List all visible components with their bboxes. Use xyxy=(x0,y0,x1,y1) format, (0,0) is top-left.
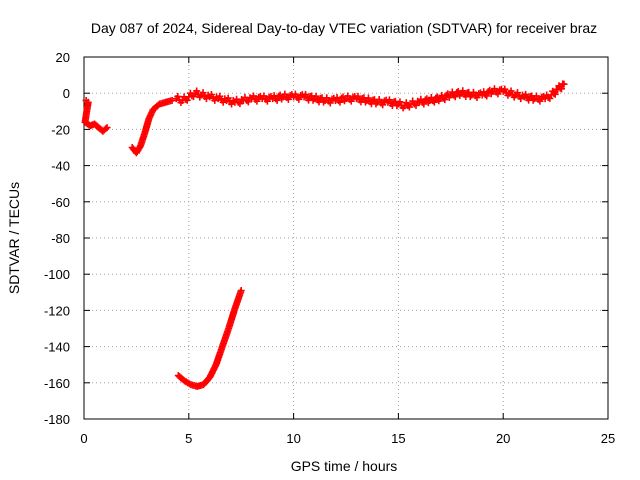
x-axis-label: GPS time / hours xyxy=(291,458,398,474)
axis-ticks: -180 -160 -140 -120 -100 -80 -60 -40 -20 0 20 0 5 10 1… xyxy=(44,50,615,446)
data-point xyxy=(364,94,372,102)
x-tick-label: 20 xyxy=(496,431,510,446)
y-tick-label: -80 xyxy=(51,231,70,246)
data-point xyxy=(312,92,320,100)
y-tick-label: -40 xyxy=(51,159,70,174)
data-point xyxy=(396,98,404,106)
data-point xyxy=(236,100,244,108)
x-tick-label: 15 xyxy=(391,431,405,446)
data-point xyxy=(494,90,502,98)
data-point xyxy=(420,100,428,108)
data-point xyxy=(174,92,182,100)
y-tick-label: -140 xyxy=(44,340,70,355)
data-point xyxy=(326,99,334,107)
data-point xyxy=(244,98,252,106)
data-points xyxy=(81,80,568,390)
y-tick-label: -120 xyxy=(44,303,70,318)
data-point xyxy=(501,85,509,93)
data-point xyxy=(513,89,521,97)
data-point xyxy=(207,90,215,98)
data-point xyxy=(385,96,393,104)
data-point xyxy=(473,94,481,102)
data-point xyxy=(224,94,232,102)
data-point xyxy=(302,90,310,98)
x-tick-label: 5 xyxy=(185,431,192,446)
series-rising-arc xyxy=(128,96,176,157)
data-point xyxy=(336,98,344,106)
data-point xyxy=(273,96,281,104)
x-tick-label: 25 xyxy=(601,431,615,446)
data-point xyxy=(193,87,201,95)
chart-title: Day 087 of 2024, Sidereal Day-to-day VTE… xyxy=(91,20,597,36)
data-point xyxy=(354,92,362,100)
y-tick-label: -60 xyxy=(51,195,70,210)
data-point xyxy=(237,286,245,294)
data-point xyxy=(168,96,176,104)
data-point xyxy=(103,124,111,132)
data-point xyxy=(522,90,530,98)
x-tick-label: 10 xyxy=(286,431,300,446)
series-low-excursion xyxy=(174,286,245,390)
y-tick-label: 0 xyxy=(63,86,70,101)
data-point xyxy=(459,87,467,95)
data-point xyxy=(216,92,224,100)
y-axis-label: SDTVAR / TECUs xyxy=(6,182,22,294)
data-point xyxy=(263,97,271,105)
data-point xyxy=(102,125,110,133)
data-point xyxy=(430,98,438,106)
y-tick-label: -160 xyxy=(44,376,70,391)
data-point xyxy=(412,101,420,109)
series-early-points xyxy=(81,96,111,135)
data-point xyxy=(441,96,449,104)
data-point xyxy=(295,95,303,103)
data-point xyxy=(451,93,459,101)
y-tick-label: -180 xyxy=(44,412,70,427)
data-point xyxy=(347,97,355,105)
data-point xyxy=(507,87,515,95)
data-point xyxy=(483,92,491,100)
plot-frame xyxy=(83,56,609,420)
data-point xyxy=(379,101,387,109)
data-point xyxy=(557,85,565,93)
data-point xyxy=(199,89,207,97)
y-tick-label: -20 xyxy=(51,122,70,137)
data-point xyxy=(536,97,544,105)
grid-lines xyxy=(84,57,608,419)
y-tick-label: -100 xyxy=(44,267,70,282)
data-point xyxy=(551,90,559,98)
data-point xyxy=(253,97,261,105)
series-main-band xyxy=(172,80,568,112)
data-point xyxy=(284,95,292,103)
x-tick-label: 0 xyxy=(80,431,87,446)
y-tick-label: 20 xyxy=(56,50,70,65)
data-point xyxy=(560,80,568,88)
